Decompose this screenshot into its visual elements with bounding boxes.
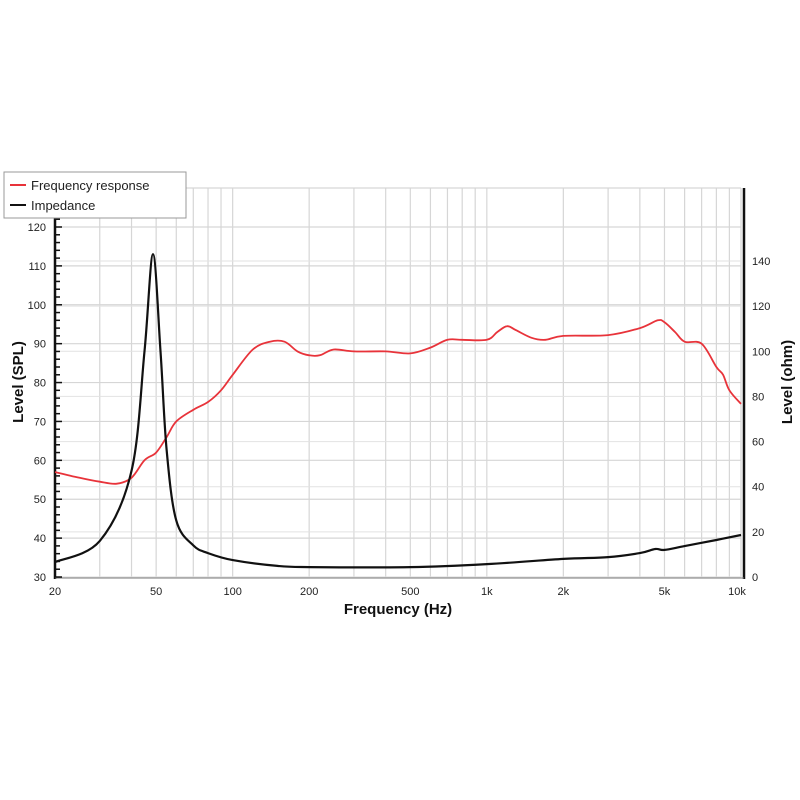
y-tick-label: 120	[28, 222, 46, 234]
axes: 30 40 50 60 70 80 90 100 110 120 0 20 40 60 80 100 120 14…	[28, 188, 770, 598]
y2-tick-label: 80	[752, 391, 764, 403]
y2-axis-label: Level (ohm)	[779, 340, 796, 424]
x-tick-label: 500	[401, 586, 419, 598]
y2-tick-label: 60	[752, 437, 764, 449]
y2-tick-label: 100	[752, 346, 770, 358]
y2-tick-label: 120	[752, 301, 770, 313]
y-tick-label: 100	[28, 300, 46, 312]
x-tick-label: 50	[150, 586, 162, 598]
series-line-frequency-response	[54, 319, 742, 485]
legend: Frequency response Impedance	[3, 171, 187, 219]
legend-label-frequency-response: Frequency response	[31, 178, 150, 193]
y-tick-label: 90	[34, 339, 46, 351]
x-tick-label: 200	[300, 586, 318, 598]
y2-tick-label: 0	[752, 572, 758, 584]
x-tick-label: 100	[223, 586, 241, 598]
series-lines	[54, 253, 742, 569]
x-axis-label: Frequency (Hz)	[344, 601, 452, 618]
y-tick-label: 70	[34, 416, 46, 428]
y-tick-label: 80	[34, 378, 46, 390]
y-tick-label: 40	[34, 533, 46, 545]
grid	[54, 187, 742, 578]
legend-label-impedance: Impedance	[31, 198, 95, 213]
y-axis-label: Level (SPL)	[10, 341, 27, 423]
y-tick-label: 50	[34, 494, 46, 506]
x-tick-label: 2k	[558, 586, 570, 598]
y2-tick-label: 20	[752, 527, 764, 539]
x-tick-label: 20	[49, 586, 61, 598]
x-tick-label: 5k	[659, 586, 671, 598]
y-tick-label: 110	[28, 261, 46, 273]
x-tick-label: 10k	[728, 586, 746, 598]
series-line-impedance	[54, 253, 742, 569]
x-tick-label: 1k	[481, 586, 493, 598]
y2-tick-label: 40	[752, 482, 764, 494]
y2-tick-label: 140	[752, 256, 770, 268]
y-tick-label: 30	[34, 572, 46, 584]
y-tick-label: 60	[34, 455, 46, 467]
